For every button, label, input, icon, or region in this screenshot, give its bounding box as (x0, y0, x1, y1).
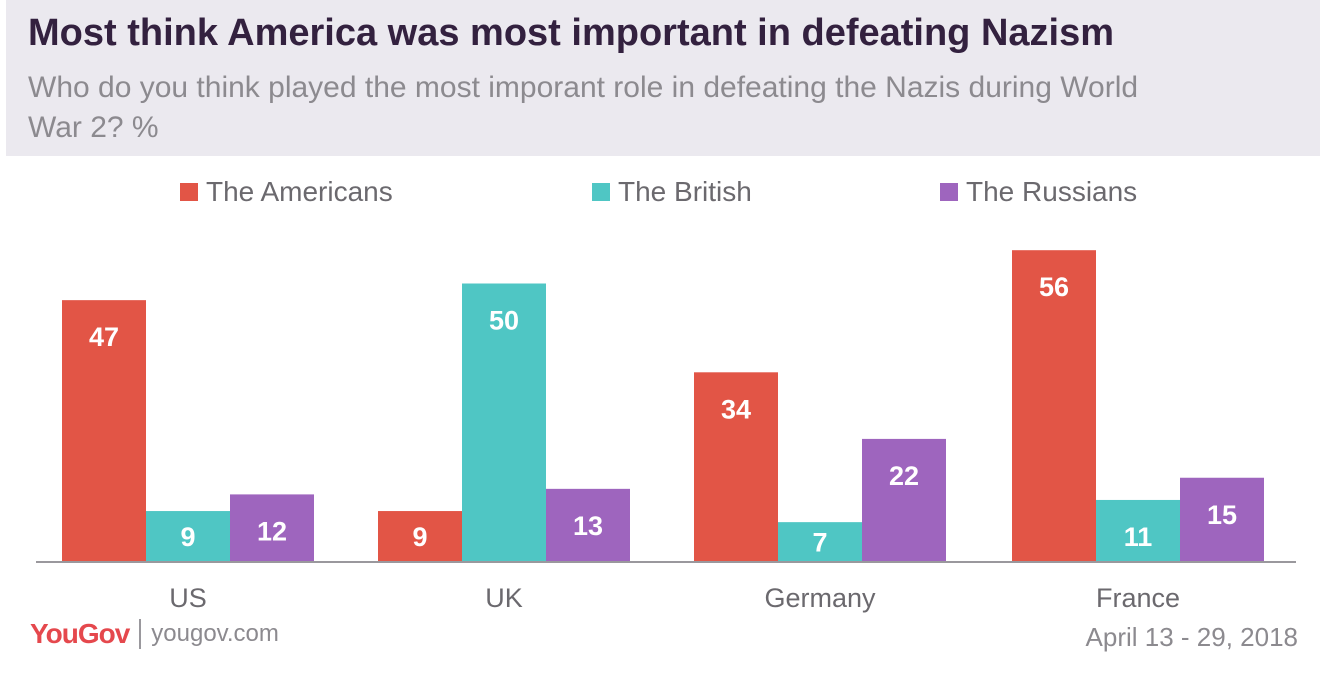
data-label-france-the-russians: 15 (1207, 500, 1237, 530)
header-panel: Most think America was most important in… (6, 0, 1320, 156)
bar-us-the-americans (62, 300, 146, 561)
bar-uk-the-russians (546, 488, 630, 561)
legend-swatch-russians (940, 183, 958, 201)
data-label-france-the-british: 11 (1124, 522, 1153, 552)
data-label-france-the-americans: 56 (1039, 272, 1069, 302)
data-label-germany-the-british: 7 (812, 528, 827, 558)
bar-us-the-british (146, 511, 230, 561)
data-label-uk-the-british: 50 (489, 306, 519, 336)
legend: The Americans The British The Russians (0, 172, 1326, 212)
bar-chart: 47 9 12 US 9 50 13 UK 34 7 22 Germany 56 11 15 France (36, 250, 1296, 613)
bar-germany-the-british (778, 522, 862, 561)
data-label-germany-the-americans: 34 (721, 394, 751, 424)
data-label-us-the-americans: 47 (89, 322, 119, 352)
yougov-logo: You Gov yougov.com (30, 616, 279, 652)
bar-uk-the-british (462, 283, 546, 561)
legend-swatch-british (592, 183, 610, 201)
data-label-uk-the-russians: 13 (573, 511, 603, 541)
survey-date: April 13 - 29, 2018 (1085, 622, 1298, 652)
legend-label-americans: The Americans (206, 176, 393, 207)
logo-divider (139, 619, 142, 649)
logo-you-text: You (30, 618, 79, 649)
x-tick-label-france: France (1096, 583, 1180, 613)
data-label-us-the-russians: 12 (257, 516, 287, 546)
legend-item-british: The British (592, 172, 752, 212)
legend-label-russians: The Russians (966, 176, 1138, 207)
data-label-us-the-british: 9 (180, 522, 195, 552)
site-url[interactable]: yougov.com (151, 620, 279, 647)
legend-item-americans: The Americans (180, 172, 393, 212)
x-tick-label-uk: UK (485, 583, 523, 613)
bar-france-the-americans (1012, 250, 1096, 561)
logo-gov-text: Gov (77, 618, 130, 649)
bar-us-the-russians (230, 494, 314, 561)
data-label-uk-the-americans: 9 (412, 522, 427, 552)
legend-label-british: The British (618, 176, 752, 207)
data-label-germany-the-russians: 22 (889, 461, 919, 491)
chart-title: Most think America was most important in… (28, 12, 1115, 54)
x-tick-label-us: US (169, 583, 207, 613)
x-tick-label-germany: Germany (764, 583, 876, 613)
bar-uk-the-americans (378, 511, 462, 561)
chart-subtitle: Who do you think played the most imporan… (28, 71, 1139, 144)
bar-germany-the-americans (694, 372, 778, 561)
bar-france-the-british (1096, 499, 1180, 561)
bar-germany-the-russians (862, 438, 946, 561)
legend-swatch-americans (180, 183, 198, 201)
bar-france-the-russians (1180, 477, 1264, 561)
legend-item-russians: The Russians (940, 172, 1137, 212)
